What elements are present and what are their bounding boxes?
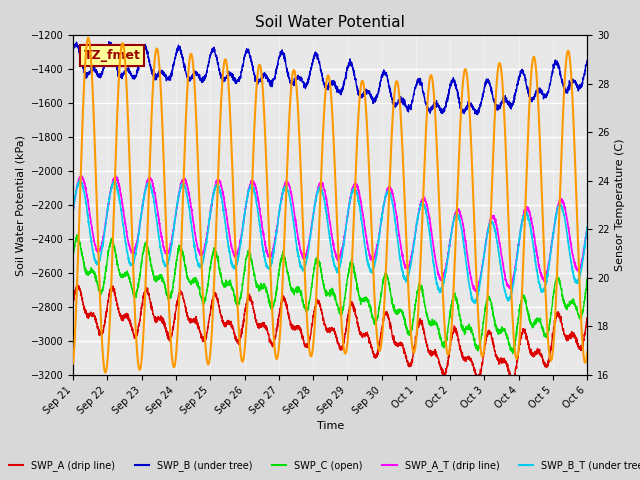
SWP_B_T (under tree) xyxy=(573,280,581,286)
SWP_temp xyxy=(159,129,166,135)
Text: TZ_fmet: TZ_fmet xyxy=(83,49,140,62)
SWP_temp xyxy=(289,70,297,75)
SWP_C (open) xyxy=(518,293,526,299)
SWP_temp xyxy=(128,235,136,240)
SWP_B_T (under tree) xyxy=(128,261,136,266)
SWP_C (open) xyxy=(159,276,166,281)
Line: SWP_A_T (drip line): SWP_A_T (drip line) xyxy=(73,176,588,291)
Legend: SWP_A (drip line), SWP_B (under tree), SWP_C (open), SWP_A_T (drip line), SWP_B_: SWP_A (drip line), SWP_B (under tree), S… xyxy=(5,456,640,475)
SWP_B_T (under tree) xyxy=(69,206,77,212)
SWP_C (open) xyxy=(128,286,136,291)
SWP_C (open) xyxy=(584,276,591,281)
Line: SWP_C (open): SWP_C (open) xyxy=(73,235,588,354)
SWP_A_T (drip line) xyxy=(159,238,166,243)
SWP_A_T (drip line) xyxy=(518,218,526,224)
SWP_A (drip line) xyxy=(159,320,166,326)
SWP_temp xyxy=(69,360,77,366)
SWP_B_T (under tree) xyxy=(267,263,275,269)
SWP_B (under tree) xyxy=(128,73,136,79)
SWP_A (drip line) xyxy=(573,340,581,346)
SWP_B (under tree) xyxy=(573,82,581,88)
SWP_temp xyxy=(584,349,591,355)
SWP_B_T (under tree) xyxy=(159,256,166,262)
SWP_B (under tree) xyxy=(69,47,77,52)
SWP_temp xyxy=(267,273,275,279)
Title: Soil Water Potential: Soil Water Potential xyxy=(255,15,405,30)
Line: SWP_B (under tree): SWP_B (under tree) xyxy=(73,42,588,115)
SWP_B (under tree) xyxy=(267,84,275,89)
SWP_B (under tree) xyxy=(584,58,591,63)
SWP_B_T (under tree) xyxy=(518,219,526,225)
Line: SWP_B_T (under tree): SWP_B_T (under tree) xyxy=(73,180,588,303)
SWP_B (under tree) xyxy=(159,68,166,74)
SWP_C (open) xyxy=(509,351,516,357)
SWP_A (drip line) xyxy=(267,337,275,343)
SWP_B_T (under tree) xyxy=(471,300,479,306)
SWP_A_T (drip line) xyxy=(573,266,581,272)
Y-axis label: Sensor Temperature (C): Sensor Temperature (C) xyxy=(615,139,625,271)
Y-axis label: Soil Water Potential (kPa): Soil Water Potential (kPa) xyxy=(15,135,25,276)
SWP_temp xyxy=(573,226,581,232)
SWP_B (under tree) xyxy=(289,81,296,87)
X-axis label: Time: Time xyxy=(317,421,344,432)
SWP_A (drip line) xyxy=(73,282,81,288)
Line: SWP_temp: SWP_temp xyxy=(73,38,588,372)
SWP_A_T (drip line) xyxy=(77,173,85,179)
SWP_B_T (under tree) xyxy=(289,214,296,220)
Line: SWP_A (drip line): SWP_A (drip line) xyxy=(73,285,588,381)
SWP_A (drip line) xyxy=(508,378,516,384)
SWP_C (open) xyxy=(69,254,77,260)
SWP_C (open) xyxy=(573,310,581,315)
SWP_temp xyxy=(84,35,92,41)
SWP_B (under tree) xyxy=(474,112,481,118)
SWP_A_T (drip line) xyxy=(267,254,275,260)
SWP_A_T (drip line) xyxy=(289,200,296,205)
SWP_C (open) xyxy=(289,286,296,292)
SWP_A (drip line) xyxy=(69,303,77,309)
SWP_temp xyxy=(518,288,526,294)
SWP_A_T (drip line) xyxy=(584,225,591,230)
SWP_B (under tree) xyxy=(518,67,526,72)
SWP_A (drip line) xyxy=(584,316,591,322)
SWP_A (drip line) xyxy=(289,327,296,333)
SWP_C (open) xyxy=(73,232,81,238)
SWP_B_T (under tree) xyxy=(584,224,591,230)
SWP_A_T (drip line) xyxy=(128,249,136,255)
SWP_A (drip line) xyxy=(518,330,526,336)
SWP_A (drip line) xyxy=(128,324,136,330)
SWP_B_T (under tree) xyxy=(76,177,83,183)
SWP_C (open) xyxy=(267,301,275,307)
SWP_A_T (drip line) xyxy=(69,206,77,212)
SWP_A_T (drip line) xyxy=(472,288,480,294)
SWP_B (under tree) xyxy=(105,39,113,45)
SWP_temp xyxy=(102,370,109,375)
